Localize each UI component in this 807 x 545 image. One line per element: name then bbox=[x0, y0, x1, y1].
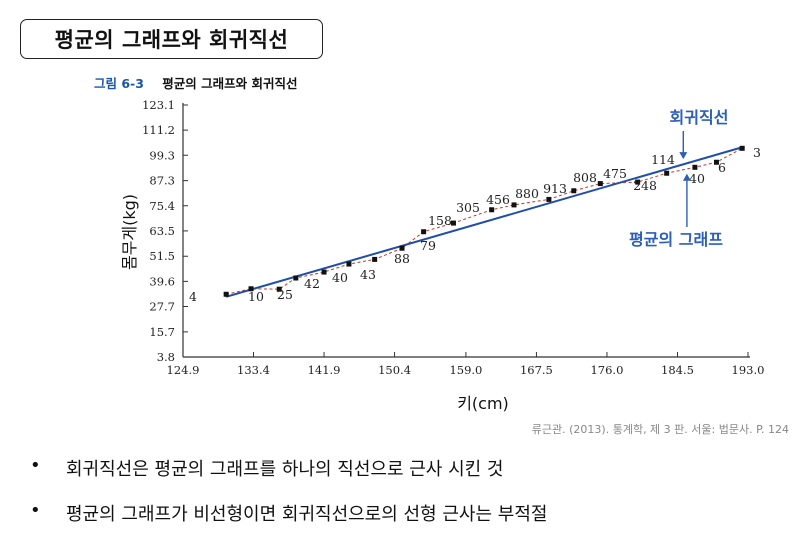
x-tick-label-3: 150.4 bbox=[378, 363, 411, 377]
x-tick-label-7: 184.5 bbox=[661, 363, 694, 377]
regression-line bbox=[225, 146, 743, 298]
annotation-mean-arrowhead bbox=[682, 173, 691, 181]
mean-point-13 bbox=[571, 188, 577, 194]
count-label-16: 248 bbox=[633, 178, 657, 193]
count-label-19: 6 bbox=[718, 160, 726, 175]
y-tick-label-6: 75.4 bbox=[149, 199, 175, 213]
x-tick-label-2: 141.9 bbox=[308, 363, 341, 377]
mean-point-8 bbox=[421, 229, 427, 235]
count-label-11: 456 bbox=[486, 192, 510, 207]
mean-point-6 bbox=[372, 256, 378, 262]
y-tick-label-2: 27.7 bbox=[149, 300, 175, 314]
y-tick-label-10: 123.1 bbox=[142, 98, 175, 112]
annotation-mean: 평균의 그래프 bbox=[629, 230, 723, 249]
count-label-14: 808 bbox=[573, 170, 597, 185]
mean-point-16 bbox=[664, 170, 670, 176]
count-label-9: 158 bbox=[428, 213, 452, 228]
x-axis-label: 키(cm) bbox=[457, 394, 509, 413]
count-label-10: 305 bbox=[456, 200, 480, 215]
x-tick-label-4: 159.0 bbox=[449, 363, 482, 377]
mean-point-3 bbox=[293, 275, 299, 281]
y-tick-label-9: 111.2 bbox=[142, 123, 175, 137]
count-label-18: 40 bbox=[689, 171, 705, 186]
y-tick-label-5: 63.5 bbox=[149, 224, 175, 238]
count-label-7: 88 bbox=[394, 251, 410, 266]
mean-point-19 bbox=[739, 145, 745, 151]
source-citation: 류근관. (2013). 통계학, 제 3 판. 서울: 법문사. P. 124 bbox=[531, 423, 789, 436]
mean-line bbox=[225, 147, 743, 295]
mean-point-4 bbox=[321, 269, 327, 275]
x-tick-label-6: 176.0 bbox=[590, 363, 623, 377]
y-tick-label-1: 15.7 bbox=[149, 325, 175, 339]
mean-point-15 bbox=[635, 179, 641, 185]
mean-point-9 bbox=[450, 220, 456, 226]
count-label-20: 3 bbox=[753, 145, 761, 160]
count-label-1: 10 bbox=[248, 289, 264, 304]
bullet-item-1: 회귀직선은 평균의 그래프를 하나의 직선으로 근사 시킨 것 bbox=[30, 455, 547, 481]
mean-point-11 bbox=[511, 202, 517, 208]
count-label-6: 43 bbox=[360, 267, 376, 282]
mean-point-10 bbox=[489, 207, 495, 213]
y-tick-label-4: 51.5 bbox=[149, 249, 175, 263]
x-tick-label-8: 193.0 bbox=[732, 363, 765, 377]
bullet-list: 회귀직선은 평균의 그래프를 하나의 직선으로 근사 시킨 것 평균의 그래프가… bbox=[30, 455, 547, 545]
mean-point-12 bbox=[546, 196, 552, 202]
y-tick-label-8: 99.3 bbox=[149, 148, 175, 162]
mean-point-0 bbox=[223, 291, 229, 297]
mean-point-18 bbox=[713, 159, 719, 165]
y-tick-label-3: 39.6 bbox=[149, 274, 175, 288]
mean-point-1 bbox=[248, 286, 254, 292]
figure-label: 그림 6-3 평균의 그래프와 회귀직선 bbox=[94, 73, 298, 92]
figure-number: 그림 6-3 bbox=[94, 76, 144, 91]
mean-point-14 bbox=[597, 181, 603, 187]
count-label-13: 913 bbox=[543, 181, 567, 196]
y-tick-label-7: 87.3 bbox=[149, 174, 175, 188]
y-axis-label: 몸무게(kg) bbox=[120, 194, 139, 270]
x-tick-label-1: 133.4 bbox=[237, 363, 270, 377]
chart: 3.8 15.7 27.7 39.6 51.5 63.5 75.4 87.3 99.3 111.2… bbox=[120, 98, 765, 413]
annotation-regression: 회귀직선 bbox=[670, 108, 729, 127]
bullet-item-2: 평균의 그래프가 비선형이면 회귀직선으로의 선형 근사는 부적절 bbox=[30, 500, 547, 526]
mean-point-7 bbox=[399, 245, 405, 251]
count-label-0: 4 bbox=[189, 289, 197, 304]
count-label-17: 114 bbox=[651, 152, 675, 167]
count-label-2: 25 bbox=[277, 287, 293, 302]
annotation-regression-arrowhead bbox=[679, 152, 688, 160]
count-label-4: 42 bbox=[304, 276, 320, 291]
count-label-8: 79 bbox=[420, 238, 436, 253]
mean-point-2 bbox=[276, 286, 282, 292]
figure-title: 평균의 그래프와 회귀직선 bbox=[162, 76, 298, 91]
x-tick-label-5: 167.5 bbox=[520, 363, 553, 377]
y-tick-label-0: 3.8 bbox=[157, 350, 175, 364]
x-tick-label-0: 124.9 bbox=[167, 363, 200, 377]
mean-point-5 bbox=[346, 261, 352, 267]
count-label-15: 475 bbox=[603, 166, 627, 181]
count-label-5: 40 bbox=[332, 270, 348, 285]
page-title: 평균의 그래프와 회귀직선 bbox=[20, 19, 323, 59]
mean-point-17 bbox=[692, 164, 698, 170]
count-label-12: 880 bbox=[515, 186, 539, 201]
